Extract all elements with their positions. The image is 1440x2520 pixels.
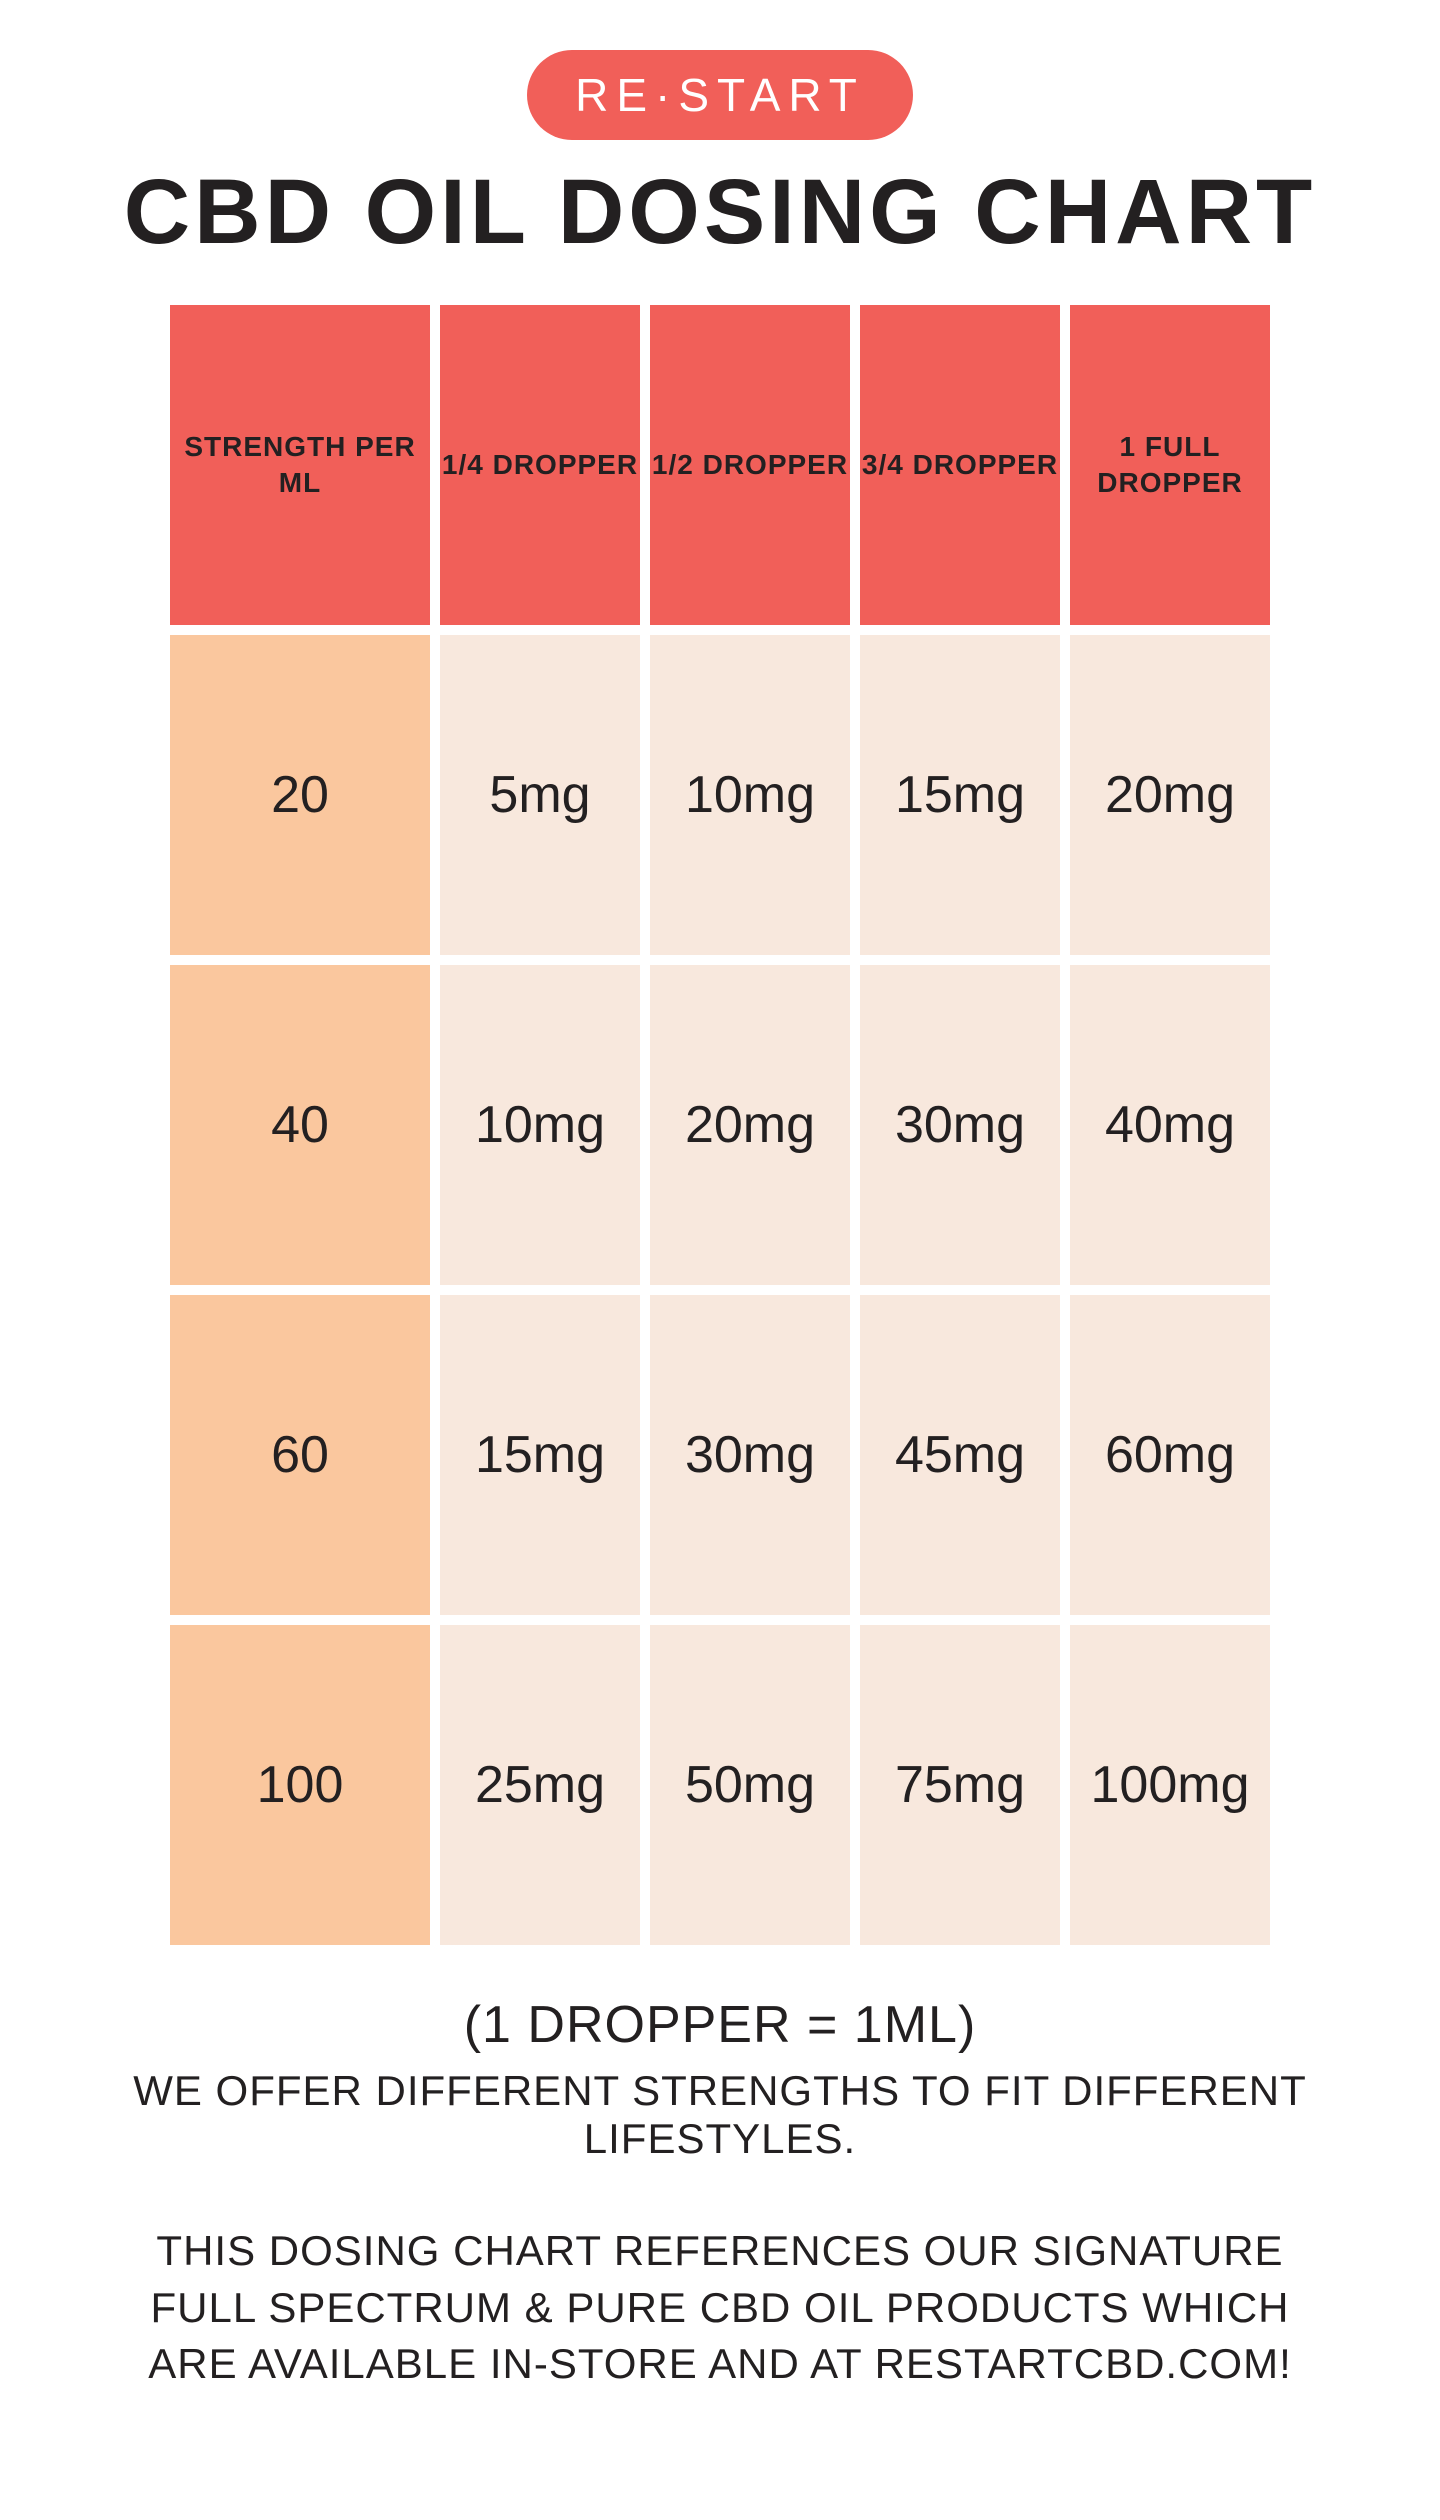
table-cell: 10mg <box>440 965 640 1285</box>
table-row-strength: 20 <box>170 635 430 955</box>
table-header: 1/4 DROPPER <box>440 305 640 625</box>
table-cell: 45mg <box>860 1295 1060 1615</box>
table-cell: 20mg <box>1070 635 1270 955</box>
footer-note-reference: THIS DOSING CHART REFERENCES OUR SIGNATU… <box>120 2223 1320 2393</box>
table-cell: 10mg <box>650 635 850 955</box>
table-cell: 100mg <box>1070 1625 1270 1945</box>
table-header: 3/4 DROPPER <box>860 305 1060 625</box>
dosing-table: STRENGTH PER ML 1/4 DROPPER 1/2 DROPPER … <box>170 305 1270 1945</box>
footer-note-dropper: (1 DROPPER = 1ML) <box>464 1995 977 2055</box>
table-cell: 40mg <box>1070 965 1270 1285</box>
table-row-strength: 100 <box>170 1625 430 1945</box>
table-cell: 60mg <box>1070 1295 1270 1615</box>
table-cell: 75mg <box>860 1625 1060 1945</box>
table-header: STRENGTH PER ML <box>170 305 430 625</box>
table-cell: 30mg <box>650 1295 850 1615</box>
table-row-strength: 60 <box>170 1295 430 1615</box>
table-cell: 15mg <box>860 635 1060 955</box>
table-cell: 15mg <box>440 1295 640 1615</box>
table-cell: 20mg <box>650 965 850 1285</box>
table-cell: 30mg <box>860 965 1060 1285</box>
table-header: 1/2 DROPPER <box>650 305 850 625</box>
brand-logo-text: RE·START <box>575 69 865 121</box>
table-header: 1 FULL DROPPER <box>1070 305 1270 625</box>
table-cell: 25mg <box>440 1625 640 1945</box>
footer-note-strengths: WE OFFER DIFFERENT STRENGTHS TO FIT DIFF… <box>0 2067 1440 2163</box>
brand-logo: RE·START <box>527 50 913 140</box>
page-title: CBD OIL DOSING CHART <box>124 160 1317 265</box>
table-row-strength: 40 <box>170 965 430 1285</box>
table-cell: 5mg <box>440 635 640 955</box>
table-cell: 50mg <box>650 1625 850 1945</box>
